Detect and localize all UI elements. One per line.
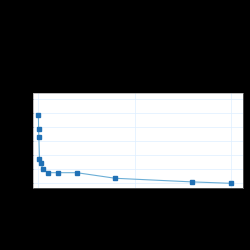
Y-axis label: OD: OD	[8, 135, 13, 145]
X-axis label: Human Angiotensin I (Ang I)
Concentration (pg/ml): Human Angiotensin I (Ang I) Concentratio…	[93, 202, 182, 213]
